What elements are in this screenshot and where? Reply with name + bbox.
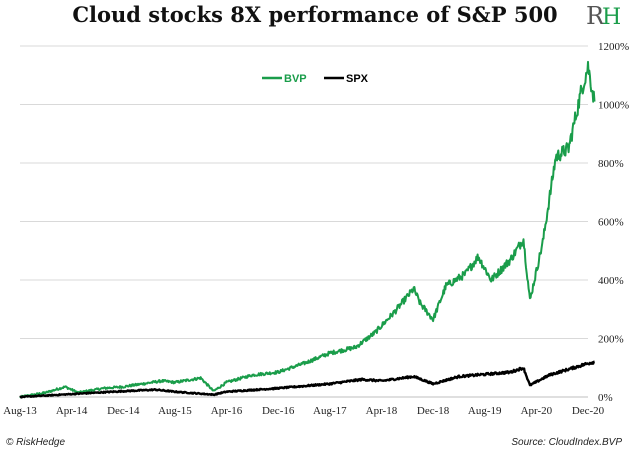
x-tick-label: Apr-14 <box>56 405 88 417</box>
x-tick-label: Aug-13 <box>3 405 37 417</box>
y-tick-label: 400% <box>598 275 624 287</box>
y-tick-label: 0% <box>598 392 613 404</box>
series-lines <box>19 60 596 399</box>
x-tick-label: Apr-20 <box>521 405 553 417</box>
series-line-bvp <box>19 60 596 399</box>
copyright-text: © RiskHedge <box>6 437 66 448</box>
legend-label: SPX <box>346 73 369 85</box>
y-tick-label: 600% <box>598 217 624 229</box>
y-axis-ticks: 0% 200% 400% 600% 800% 1000% 1200% <box>598 41 629 404</box>
y-tick-label: 1000% <box>598 100 629 112</box>
source-text: Source: CloudIndex.BVP <box>511 437 622 448</box>
chart-title: Cloud stocks 8X performance of S&P 500 <box>72 2 558 27</box>
x-tick-label: Aug-17 <box>313 405 347 417</box>
grid-lines <box>20 45 588 398</box>
x-tick-label: Dec-16 <box>262 405 295 417</box>
y-tick-label: 800% <box>598 158 624 170</box>
x-tick-label: Aug-19 <box>468 405 502 417</box>
x-tick-label: Dec-14 <box>107 405 140 417</box>
x-tick-label: Apr-18 <box>366 405 398 417</box>
y-tick-label: 200% <box>598 334 624 346</box>
x-tick-label: Dec-20 <box>572 405 605 417</box>
logo-letter-h: H <box>602 5 622 30</box>
y-tick-label: 1200% <box>598 41 629 53</box>
x-tick-label: Dec-18 <box>417 405 450 417</box>
x-tick-label: Apr-16 <box>211 405 243 417</box>
x-axis-ticks: Aug-13 Apr-14 Dec-14 Aug-15 Apr-16 Dec-16 Aug-… <box>3 405 604 417</box>
logo-letter-r: R <box>586 2 605 30</box>
legend-label: BVP <box>284 73 307 85</box>
series-line-spx <box>19 360 595 399</box>
x-tick-label: Aug-15 <box>158 405 192 417</box>
riskhedge-logo: R H <box>586 2 622 36</box>
legend: BVP SPX <box>262 73 369 85</box>
